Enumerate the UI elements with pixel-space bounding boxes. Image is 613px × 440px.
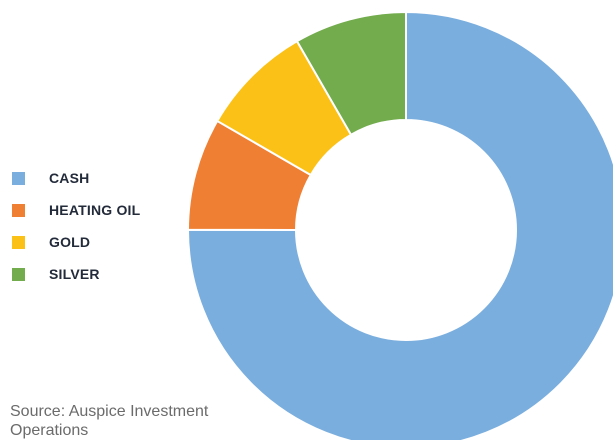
legend-swatch-silver <box>12 267 25 281</box>
source-note: Source: Auspice Investment Operations <box>10 403 209 439</box>
legend-swatch-heating-oil <box>12 203 25 217</box>
donut-slice-cash <box>186 10 613 440</box>
legend-label-silver: SILVER <box>49 266 100 282</box>
legend-swatch-gold <box>12 235 25 249</box>
legend-item-silver: SILVER <box>12 262 140 286</box>
legend-item-cash: CASH <box>12 166 140 190</box>
legend-label-cash: CASH <box>49 170 90 186</box>
donut-slice-silver <box>295 10 407 137</box>
chart-legend: CASH HEATING OIL GOLD SILVER <box>12 166 140 294</box>
legend-label-gold: GOLD <box>49 234 91 250</box>
legend-label-heating-oil: HEATING OIL <box>49 202 141 218</box>
legend-item-gold: GOLD <box>12 230 140 254</box>
legend-swatch-cash <box>12 171 25 185</box>
legend-item-heating-oil: HEATING OIL <box>12 198 140 222</box>
